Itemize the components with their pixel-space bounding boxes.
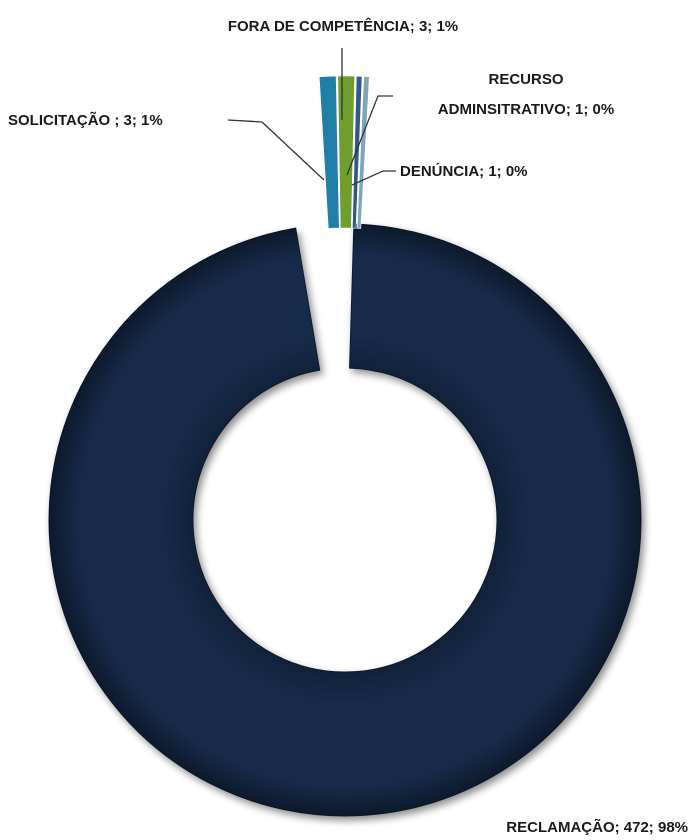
slice-fora-de-compet-ncia	[337, 75, 355, 229]
label-reclamacao: RECLAMAÇÃO; 472; 98%	[506, 818, 688, 836]
slice-reclama-o	[48, 223, 642, 817]
label-fora-de-competencia: FORA DE COMPETÊNCIA; 3; 1%	[228, 17, 458, 35]
leader-line-denuncia	[351, 170, 396, 186]
label-recurso-line2: ADMINSITRATIVO; 1; 0%	[438, 101, 614, 118]
slice-solicita-o	[318, 75, 340, 229]
label-recurso-line1: RECURSO	[488, 71, 563, 88]
slice-recurso-adminsitrativo	[352, 75, 363, 229]
leader-line-recurso	[346, 95, 393, 176]
label-solicitacao: SOLICITAÇÃO ; 3; 1%	[8, 111, 163, 129]
slice-den-ncia	[356, 76, 370, 229]
label-denuncia: DENÚNCIA; 1; 0%	[400, 162, 528, 180]
leader-lines	[227, 48, 396, 186]
donut-slices	[48, 75, 642, 817]
leader-line-solicitacao	[227, 119, 325, 181]
